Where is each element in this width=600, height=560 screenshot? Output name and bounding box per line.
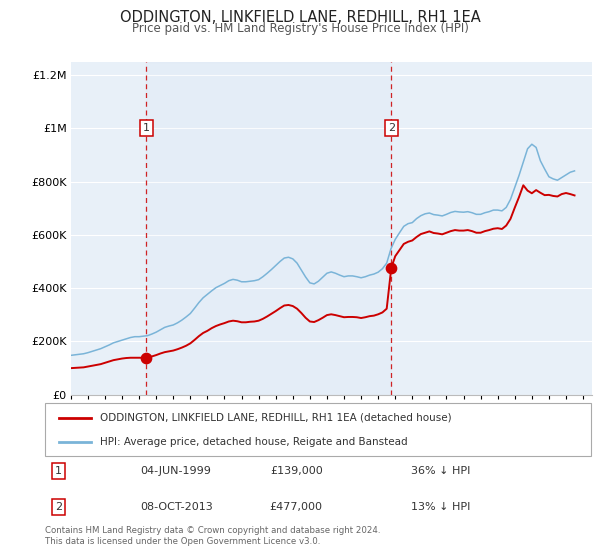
Text: ODDINGTON, LINKFIELD LANE, REDHILL, RH1 1EA (detached house): ODDINGTON, LINKFIELD LANE, REDHILL, RH1 …	[100, 413, 451, 423]
Text: 36% ↓ HPI: 36% ↓ HPI	[411, 466, 470, 476]
Text: 08-OCT-2013: 08-OCT-2013	[140, 502, 214, 512]
Text: 1: 1	[143, 123, 150, 133]
Bar	[146, 62, 391, 395]
Text: 2: 2	[388, 123, 395, 133]
FancyBboxPatch shape	[45, 403, 591, 456]
Text: 13% ↓ HPI: 13% ↓ HPI	[411, 502, 470, 512]
Text: Price paid vs. HM Land Registry's House Price Index (HPI): Price paid vs. HM Land Registry's House …	[131, 22, 469, 35]
Text: 1: 1	[55, 466, 62, 476]
Text: ODDINGTON, LINKFIELD LANE, REDHILL, RH1 1EA: ODDINGTON, LINKFIELD LANE, REDHILL, RH1 …	[119, 10, 481, 25]
Text: HPI: Average price, detached house, Reigate and Banstead: HPI: Average price, detached house, Reig…	[100, 437, 407, 447]
Text: £139,000: £139,000	[270, 466, 323, 476]
Text: £477,000: £477,000	[269, 502, 323, 512]
Text: Contains HM Land Registry data © Crown copyright and database right 2024.
This d: Contains HM Land Registry data © Crown c…	[45, 526, 380, 546]
Point	[142, 353, 151, 362]
Text: 2: 2	[55, 502, 62, 512]
Point	[386, 263, 396, 272]
Text: 04-JUN-1999: 04-JUN-1999	[140, 466, 211, 476]
